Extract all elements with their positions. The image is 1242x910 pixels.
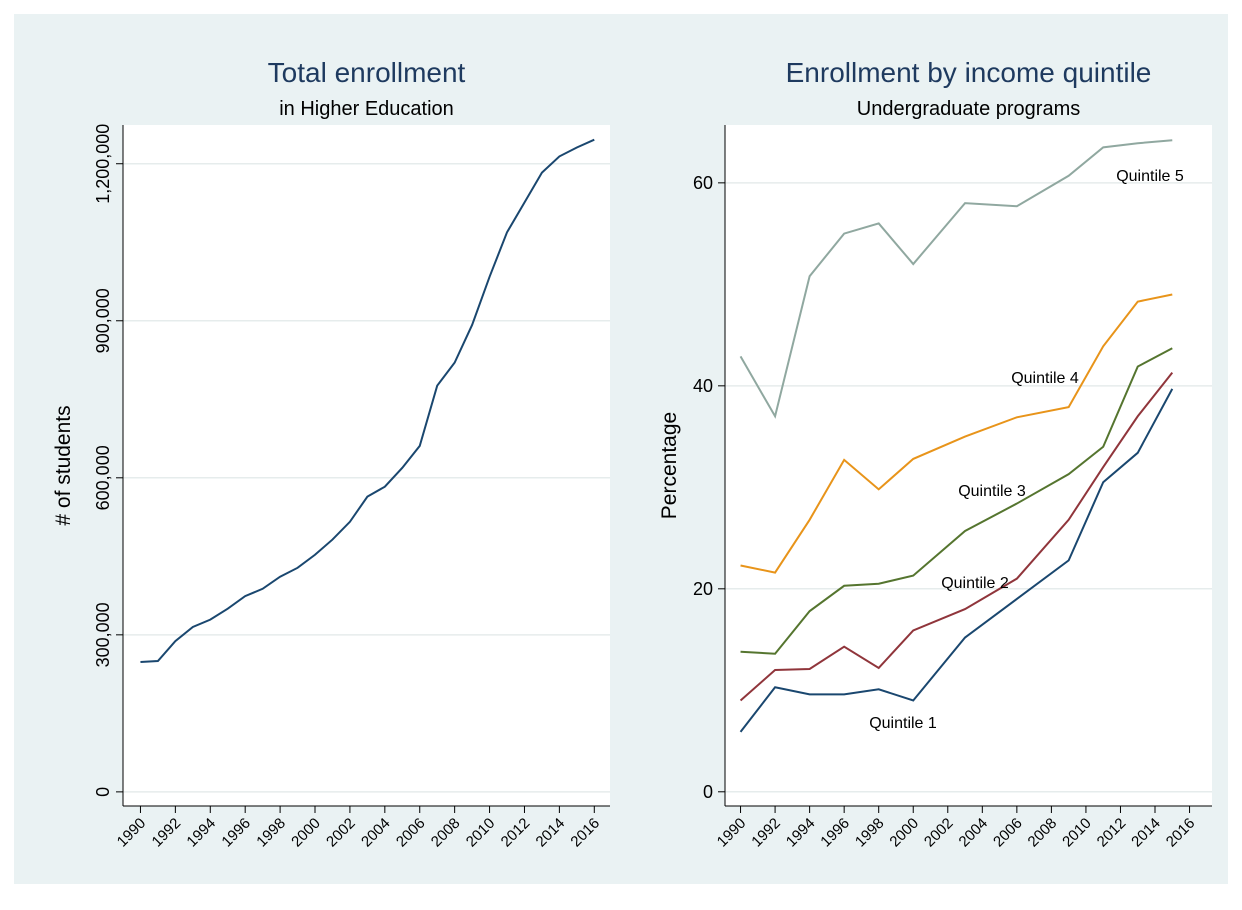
series-label: Quintile 2: [941, 575, 1009, 592]
y-tick-label: 0: [93, 787, 113, 797]
y-tick-label: 60: [693, 173, 713, 193]
plot-area: [123, 125, 610, 806]
chart-title: Enrollment by income quintile: [786, 57, 1152, 88]
series-label: Quintile 3: [958, 483, 1026, 500]
line: [739, 372, 1174, 702]
y-axis-title: Percentage: [658, 412, 681, 519]
y-tick-label: 0: [703, 782, 713, 802]
line: [140, 138, 595, 664]
y-tick-label: 900,000: [93, 288, 113, 353]
series-label: Quintile 4: [1011, 370, 1079, 387]
line: [739, 139, 1173, 419]
y-tick-label: 20: [693, 579, 713, 599]
series-label: Quintile 5: [1116, 168, 1184, 185]
line: [739, 388, 1174, 733]
line: [740, 347, 1173, 655]
series-label: Quintile 1: [869, 715, 937, 732]
y-tick-label: 1,200,000: [93, 124, 113, 204]
y-axis-title: # of students: [52, 405, 75, 525]
chart-title: Total enrollment: [268, 57, 466, 88]
chart-subtitle: Undergraduate programs: [857, 98, 1080, 120]
plot-area: [725, 125, 1212, 806]
y-tick-label: 600,000: [93, 445, 113, 510]
chart-subtitle: in Higher Education: [279, 98, 454, 120]
line: [740, 293, 1173, 574]
y-tick-label: 40: [693, 376, 713, 396]
y-tick-label: 300,000: [93, 602, 113, 667]
